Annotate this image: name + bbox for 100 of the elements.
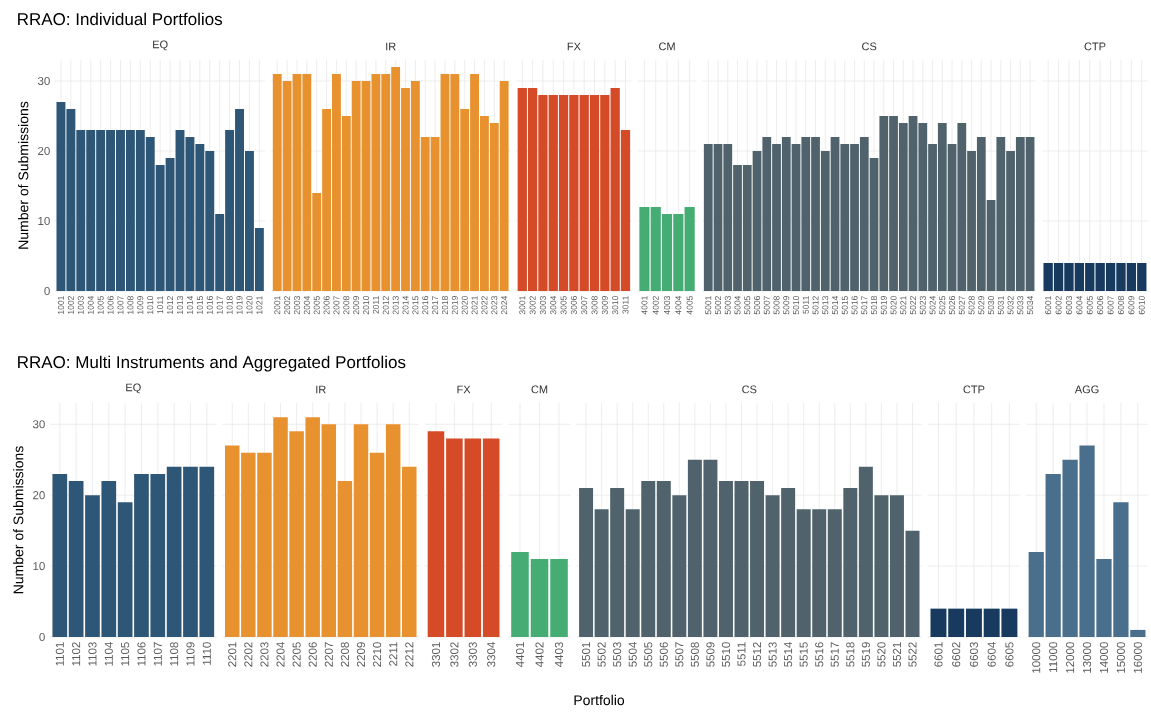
x-tick-label: 5019 <box>880 296 887 315</box>
x-tick-label: 1110 <box>202 642 211 665</box>
x-tick-label: 2022 <box>481 296 488 315</box>
x-tick-label: 6006 <box>1097 296 1104 315</box>
x-tick-label: 1021 <box>256 296 263 314</box>
x-tick-label: 5516 <box>815 642 824 667</box>
x-tick-label: 3301 <box>431 642 441 667</box>
x-tick-label: 2012 <box>382 296 389 315</box>
x-tick-label: 1012 <box>167 296 174 314</box>
x-tick-label: 2004 <box>303 295 310 315</box>
x-tick-label: 3001 <box>519 296 526 315</box>
x-tick-label: 5033 <box>1017 296 1024 315</box>
x-tick-label: 5026 <box>949 296 956 315</box>
x-tick-label: 5012 <box>812 296 819 315</box>
x-tick-label: 2024 <box>501 295 508 315</box>
y-tick-label: 10 <box>38 216 50 226</box>
x-tick-label: 5013 <box>822 296 829 315</box>
x-tick-label: 2002 <box>284 296 291 315</box>
chart-subtitle: CM <box>531 385 548 394</box>
x-tick-label: 5511 <box>737 642 746 666</box>
x-tick-label: 2202 <box>244 642 253 667</box>
x-tick-label: 5032 <box>1007 296 1014 315</box>
x-tick-label: 5512 <box>752 642 762 667</box>
x-tick-label: 1007 <box>117 296 124 314</box>
x-tick-label: 2009 <box>353 296 360 315</box>
x-tick-label: 1017 <box>216 296 223 314</box>
x-tick-label: 1008 <box>127 296 134 314</box>
x-tick-label: 3304 <box>487 642 496 667</box>
x-tick-label: 5031 <box>997 296 1004 315</box>
x-tick-label: 1016 <box>206 296 213 314</box>
x-tick-label: 5027 <box>958 296 965 315</box>
x-tick-label: 1001 <box>57 296 64 314</box>
y-tick-label: 30 <box>32 420 45 429</box>
x-tick-label: 2211 <box>389 642 398 666</box>
y-tick-label: 10 <box>33 562 45 571</box>
chart-title: RRAO: Individual Portfolios <box>18 12 223 26</box>
bar <box>579 488 594 637</box>
x-tick-label: 1009 <box>137 296 144 314</box>
x-tick-label: 3006 <box>570 296 577 315</box>
x-tick-label: 5003 <box>724 296 731 315</box>
x-tick-label: 5009 <box>783 296 790 315</box>
x-tick-label: 3302 <box>450 642 459 667</box>
x-tick-label: 3009 <box>601 296 608 315</box>
x-tick-label: 1019 <box>236 296 243 314</box>
x-tick-label: 1103 <box>88 642 97 666</box>
x-tick-label: 5020 <box>890 296 897 315</box>
x-tick-label: 4401 <box>515 642 525 668</box>
x-tick-label: 3002 <box>529 296 536 315</box>
x-tick-label: 1002 <box>67 296 74 314</box>
bar <box>1028 551 1044 637</box>
bar <box>385 424 401 637</box>
x-tick-label: 6602 <box>952 642 961 667</box>
x-tick-label: 2001 <box>274 296 281 315</box>
bar <box>353 424 369 637</box>
x-tick-label: 5008 <box>773 296 780 315</box>
x-tick-label: 5010 <box>793 296 800 315</box>
x-tick-label: 5001 <box>705 296 712 315</box>
x-tick-label: 1102 <box>72 642 81 666</box>
x-tick-label: 15000 <box>1116 642 1125 673</box>
y-tick-label: 0 <box>39 632 45 642</box>
x-tick-label: 5521 <box>892 642 902 667</box>
x-tick-label: 5016 <box>851 296 858 315</box>
chart-subtitle: CTP <box>963 385 985 394</box>
bar <box>225 445 240 637</box>
x-tick-label: 1105 <box>121 642 130 666</box>
x-tick-label: 4005 <box>686 296 693 315</box>
x-tick-label: 4403 <box>554 642 564 668</box>
x-tick-label: 2011 <box>372 296 379 314</box>
x-tick-label: 1011 <box>157 296 164 314</box>
x-tick-label: 2201 <box>228 642 237 667</box>
chart-subtitle: IR <box>316 385 326 394</box>
chart-subtitle: CS <box>862 42 877 51</box>
x-tick-label: 6601 <box>934 642 943 667</box>
x-tick-label: 3003 <box>539 296 546 315</box>
x-tick-label: 4003 <box>664 296 671 315</box>
x-tick-label: 3007 <box>581 296 588 315</box>
x-tick-label: 2007 <box>333 296 340 315</box>
x-tick-label: 5502 <box>597 642 606 667</box>
x-tick-label: 5029 <box>978 296 985 315</box>
x-tick-label: 5518 <box>846 642 855 667</box>
x-tick-label: 6010 <box>1138 296 1145 315</box>
x-tick-label: 2010 <box>363 296 370 315</box>
chart-subtitle: CS <box>742 385 757 394</box>
x-tick-label: 5501 <box>582 642 591 667</box>
x-tick-label: 5002 <box>715 296 722 315</box>
x-tick-label: 13000 <box>1082 642 1092 673</box>
x-tick-label: 1003 <box>77 296 84 314</box>
y-tick-label: 30 <box>37 76 50 86</box>
chart-subtitle: AGG <box>1074 385 1099 394</box>
x-tick-label: 5017 <box>861 296 868 315</box>
x-tick-label: 3303 <box>468 642 477 667</box>
x-tick-label: 14000 <box>1099 642 1109 673</box>
y-tick-label: 20 <box>38 146 50 156</box>
x-tick-label: 6005 <box>1086 296 1093 315</box>
x-tick-label: 1109 <box>186 642 195 666</box>
x-tick-label: 2017 <box>432 296 439 315</box>
x-tick-label: 10000 <box>1032 642 1041 673</box>
x-tick-label: 4001 <box>641 296 648 315</box>
x-tick-label: 2005 <box>313 296 320 315</box>
chart-subtitle: EQ <box>153 40 168 51</box>
